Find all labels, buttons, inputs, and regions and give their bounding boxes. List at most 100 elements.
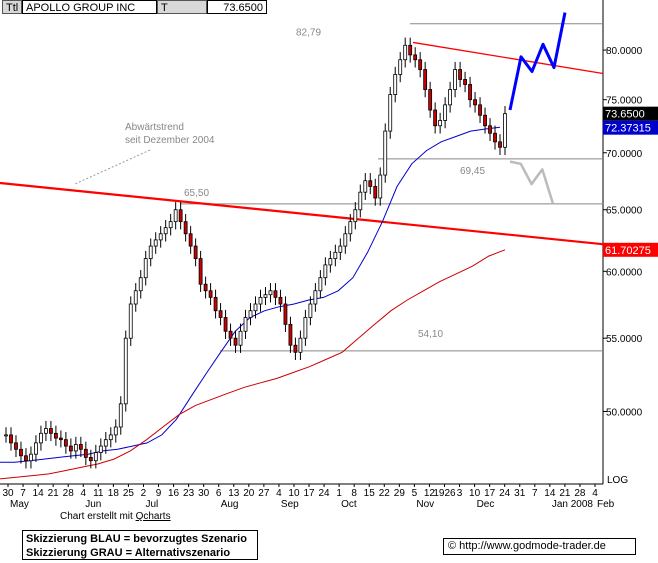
candle-body xyxy=(458,69,462,80)
candle-body xyxy=(29,453,33,462)
candle-body xyxy=(398,59,403,75)
x-month-label: Jan 2008 xyxy=(552,499,594,510)
x-tick-label: 4 xyxy=(592,488,598,499)
y-tick-label: 65.0000 xyxy=(606,206,643,217)
x-tick-label: 22 xyxy=(379,488,391,499)
x-tick-label: 20 xyxy=(243,488,255,499)
price-badge-label: 61.70275 xyxy=(605,245,651,257)
credit-tool-link[interactable]: Qcharts xyxy=(135,511,171,522)
candle-body xyxy=(453,69,458,90)
candle-body xyxy=(188,233,193,247)
candle-body xyxy=(478,104,482,116)
candle-body xyxy=(473,99,477,106)
candle-body xyxy=(108,434,113,441)
candle-body xyxy=(133,290,138,305)
scenario-legend: Skizzierung BLAU = bevorzugtes Szenario … xyxy=(22,530,258,560)
candle-body xyxy=(318,277,323,292)
x-tick-label: 25 xyxy=(123,488,135,499)
y-tick-label: 70.0000 xyxy=(606,149,643,160)
candle-body xyxy=(93,452,98,462)
candle-body xyxy=(433,109,438,127)
x-tick-label: 4 xyxy=(276,488,282,499)
y-tick-label: 80.0000 xyxy=(606,46,643,57)
candle-body xyxy=(438,120,443,127)
candle-body xyxy=(198,258,203,285)
x-tick-label: 24 xyxy=(499,488,511,499)
x-month-label: Sep xyxy=(281,499,299,510)
price-badge-label: 73.6500 xyxy=(605,109,645,121)
log-scale-label: LOG xyxy=(607,475,628,486)
candle-body xyxy=(148,245,153,259)
chart-annotation: Abwärtstrend xyxy=(125,122,184,133)
candle-body xyxy=(218,310,223,318)
x-tick-label: 1 xyxy=(336,488,342,499)
candle-body xyxy=(278,296,283,305)
y-tick-label: 60.0000 xyxy=(606,267,643,278)
price-badge xyxy=(603,106,658,121)
x-tick-label: 27 xyxy=(258,488,270,499)
candle-body xyxy=(243,317,248,332)
candle-body xyxy=(408,44,413,56)
x-tick-label: 31 xyxy=(514,488,526,499)
chart-annotation: 69,45 xyxy=(460,166,485,177)
candle-body xyxy=(288,323,293,346)
candle-body xyxy=(483,114,487,127)
candle-body xyxy=(238,330,243,346)
candle-body xyxy=(73,444,78,452)
candle-body xyxy=(128,303,133,339)
x-month-label: Oct xyxy=(341,499,357,510)
candle-body xyxy=(58,437,63,441)
candle-body xyxy=(348,221,353,235)
x-tick-label: 5 xyxy=(412,488,418,499)
price-badge xyxy=(603,120,658,135)
scenario-sketch xyxy=(509,160,555,205)
candle-body xyxy=(118,403,123,428)
candle-body xyxy=(39,432,43,444)
x-tick-label: 30 xyxy=(198,488,210,499)
candle-body xyxy=(113,426,118,436)
candle-body xyxy=(503,113,507,148)
candle-body xyxy=(268,290,273,296)
chart-annotation: 54,10 xyxy=(418,329,443,340)
x-tick-label: 2 xyxy=(141,488,147,499)
x-tick-label: 7 xyxy=(20,488,26,499)
candle-body xyxy=(143,258,148,279)
x-month-label: Feb xyxy=(597,499,615,510)
candle-body xyxy=(63,439,68,447)
x-tick-label: 3 xyxy=(457,488,463,499)
candle-body xyxy=(173,209,178,223)
candle-body xyxy=(313,290,318,305)
candle-body xyxy=(358,191,363,211)
x-tick-label: 11 xyxy=(93,488,104,499)
x-tick-label: 8 xyxy=(351,488,357,499)
moving-average-line xyxy=(0,249,506,480)
candle-body xyxy=(9,434,13,444)
candle-body xyxy=(258,296,263,305)
candle-body xyxy=(298,337,303,353)
x-tick-label: 7 xyxy=(532,488,538,499)
candle-body xyxy=(183,221,188,235)
candle-body xyxy=(203,283,208,292)
x-tick-label: 10 xyxy=(288,488,300,499)
x-tick-label: 1926 xyxy=(433,488,456,499)
website-link[interactable]: © http://www.godmode-trader.de xyxy=(443,538,636,555)
candle-body xyxy=(44,428,48,434)
x-month-label: Aug xyxy=(221,499,239,510)
candle-body xyxy=(68,445,73,452)
x-tick-label: 30 xyxy=(2,488,14,499)
instrument-name: APOLLO GROUP INC xyxy=(22,0,157,14)
trendline xyxy=(0,181,658,251)
candle-body xyxy=(103,439,108,447)
candle-body xyxy=(78,444,83,450)
legend-gray: Skizzierung GRAU = Alternativszenario xyxy=(26,547,231,559)
candle-body xyxy=(14,442,18,450)
x-month-label: Nov xyxy=(416,499,434,510)
x-tick-label: 4 xyxy=(80,488,86,499)
candle-body xyxy=(88,457,93,462)
candle-body xyxy=(253,303,258,312)
x-tick-label: 14 xyxy=(544,488,556,499)
candle-body xyxy=(303,317,308,339)
candle-body xyxy=(428,89,433,111)
candle-body xyxy=(443,104,448,121)
